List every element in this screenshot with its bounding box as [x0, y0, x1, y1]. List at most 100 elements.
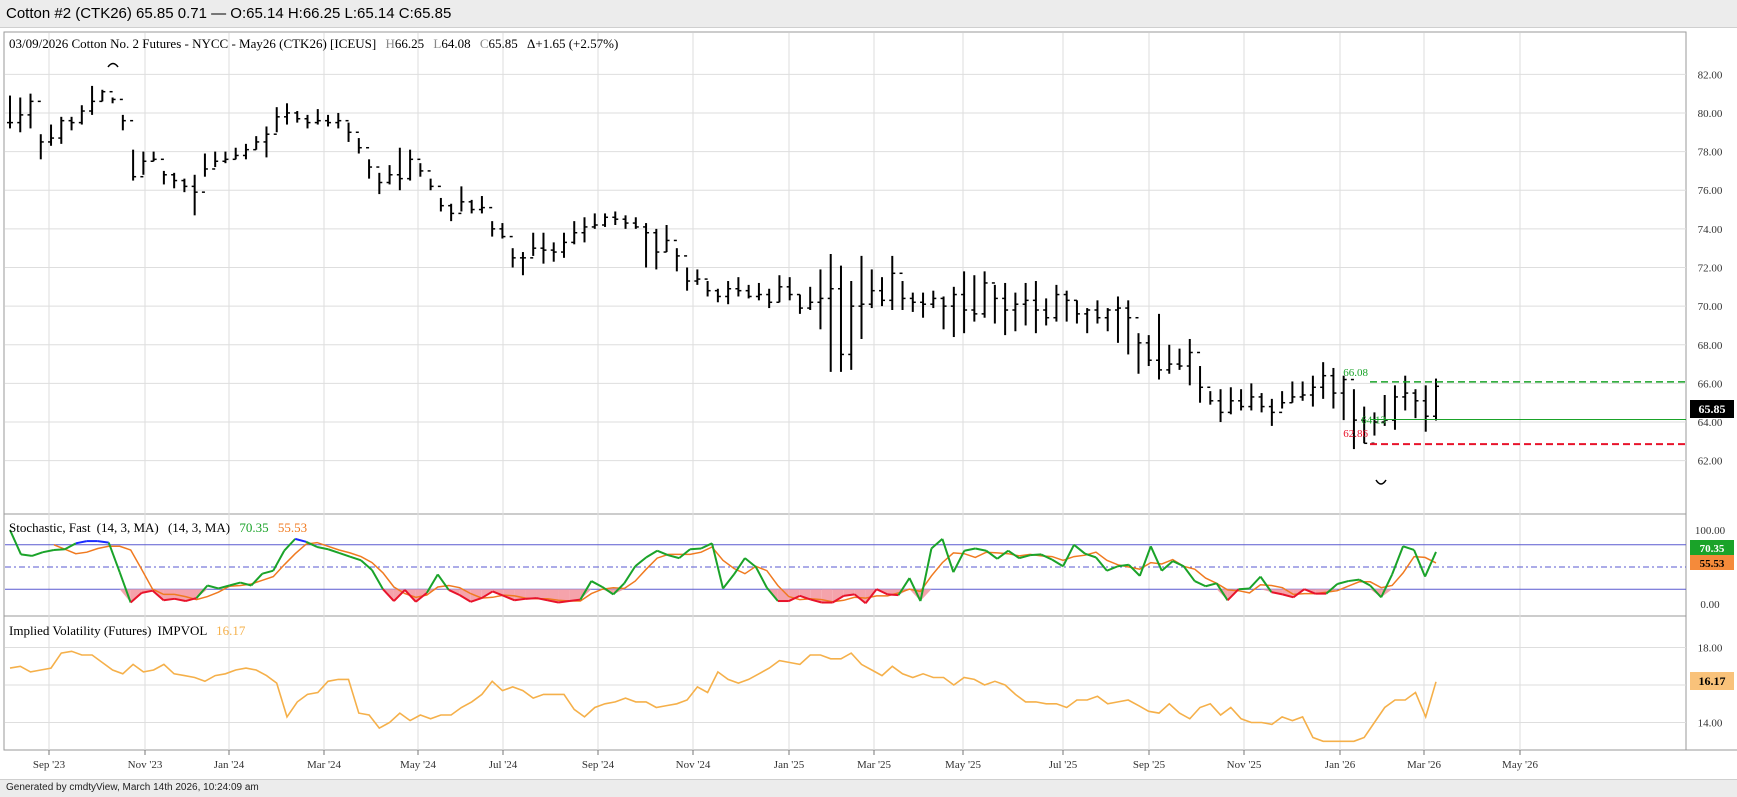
stochastic-k-segment	[930, 538, 944, 550]
stochastic-k-segment	[964, 547, 976, 552]
stochastic-k-segment	[185, 597, 197, 603]
swing-low-marker	[1375, 479, 1387, 485]
stochastic-k-segment	[1226, 588, 1240, 602]
stochastic-k-segment	[897, 577, 911, 596]
price-bar	[879, 277, 886, 307]
price-bar	[1412, 389, 1419, 419]
x-axis-label: Jan '25	[774, 759, 805, 771]
price-bar	[150, 151, 157, 162]
price-y-tick: 70.00	[1698, 301, 1723, 313]
stochastic-oversold-fill	[1216, 589, 1228, 601]
stochastic-k-segment	[492, 590, 504, 597]
stochastic-k-segment	[536, 597, 548, 602]
price-bar	[263, 126, 270, 158]
stochastic-oversold-fill	[832, 589, 844, 603]
price-bar	[899, 272, 906, 310]
stochastic-oversold-fill	[602, 589, 614, 595]
window-titlebar: Cotton #2 (CTK26) 65.85 0.71 — O:65.14 H…	[0, 0, 1737, 28]
price-bar	[694, 269, 701, 285]
stochastic-k-segment	[1007, 549, 1020, 559]
stochastic-d-badge: 55.53	[1700, 558, 1725, 570]
price-bar	[1063, 290, 1070, 322]
price-bar	[242, 143, 249, 160]
price-bar	[530, 232, 537, 259]
stochastic-k-segment	[338, 551, 351, 558]
stochastic-k-segment	[75, 540, 87, 545]
price-bar	[1340, 375, 1347, 421]
stochastic-k-segment	[601, 586, 614, 596]
stochastic-k-segment	[843, 593, 855, 597]
stochastic-k-segment	[151, 589, 165, 602]
price-bar	[1268, 398, 1275, 426]
stochastic-k-segment	[919, 548, 933, 602]
price-bar	[253, 136, 260, 151]
price-bar	[78, 105, 85, 125]
price-bar	[468, 199, 475, 214]
stochastic-k-segment	[645, 549, 658, 559]
x-axis-label: Mar '24	[307, 759, 342, 771]
stochastic-k-segment	[690, 547, 702, 551]
stochastic-oversold-fill	[536, 589, 548, 601]
price-y-tick: 78.00	[1698, 147, 1723, 159]
stochastic-k-segment	[283, 538, 296, 552]
price-bar	[99, 89, 106, 103]
stochastic-k-segment	[1138, 545, 1152, 577]
price-bar	[971, 275, 978, 322]
price-bar	[827, 253, 834, 372]
stochastic-params: (14, 3, MA)	[97, 520, 159, 535]
stochastic-k-segment	[349, 555, 362, 562]
price-bar	[868, 269, 875, 309]
footer-text: Generated by cmdtyView, March 14th 2026,…	[6, 782, 259, 793]
price-bar	[1207, 386, 1214, 405]
impvol-panel-frame	[3, 615, 1687, 751]
stochastic-k-segment	[262, 569, 274, 575]
stochastic-params-2: (14, 3, MA)	[168, 520, 230, 535]
price-bar	[1073, 299, 1080, 324]
x-axis-label: May '26	[1502, 759, 1538, 771]
price-bar	[448, 203, 455, 222]
stochastic-k-segment	[996, 549, 1009, 560]
price-bar	[950, 286, 957, 338]
price-bar	[48, 124, 55, 146]
price-bar	[622, 215, 629, 229]
price-bar	[848, 281, 855, 370]
stochastic-k-segment	[1259, 576, 1273, 593]
stochastic-k-segment	[864, 588, 878, 604]
stochastic-k-segment	[294, 537, 307, 543]
stochastic-k-segment	[163, 597, 175, 602]
stochastic-k-segment	[229, 581, 241, 587]
price-bar	[273, 107, 280, 135]
stochastic-k-segment	[634, 556, 647, 568]
x-axis-label: May '24	[400, 759, 436, 771]
price-bar	[1135, 316, 1142, 374]
price-bar	[714, 288, 721, 303]
stochastic-k-segment	[590, 580, 603, 588]
stochastic-k-segment	[64, 542, 77, 551]
stochastic-k-segment	[503, 594, 515, 602]
stochastic-k-segment	[1161, 560, 1174, 572]
stochastic-k-segment	[810, 598, 822, 604]
price-bar	[68, 116, 75, 131]
x-axis-label: Sep '25	[1133, 759, 1166, 771]
x-axis-label: Mar '25	[857, 759, 892, 771]
stochastic-k-segment	[1030, 553, 1042, 557]
stochastic-k-segment	[678, 548, 691, 559]
x-axis-label: Nov '24	[676, 759, 711, 771]
price-bar	[581, 217, 588, 243]
stochastic-y-tick: 100.00	[1695, 525, 1726, 537]
price-bar	[612, 211, 619, 225]
price-bar	[427, 170, 434, 191]
price-bar	[571, 221, 578, 245]
stochastic-k-value: 70.35	[239, 520, 268, 535]
stochastic-k-segment	[1369, 584, 1382, 599]
price-bar	[417, 158, 424, 177]
stochastic-k-segment	[1292, 588, 1305, 599]
price-bar	[725, 281, 732, 305]
x-axis-label: Sep '24	[582, 759, 615, 771]
stochastic-k-segment	[832, 595, 845, 604]
stochastic-header: Stochastic, Fast (14, 3, MA) (14, 3, MA) …	[9, 520, 307, 535]
price-bar	[1053, 284, 1060, 322]
stochastic-k-segment	[1337, 580, 1349, 585]
stochastic-k-segment	[711, 543, 724, 589]
